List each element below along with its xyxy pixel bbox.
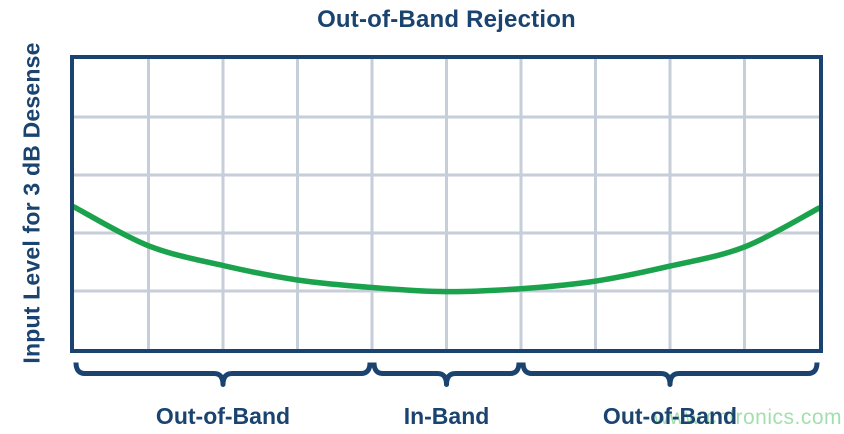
y-axis-label: Input Level for 3 dB Desense — [18, 42, 45, 364]
region-braces — [73, 362, 820, 387]
watermark: www.cntronics.com — [653, 406, 842, 429]
chart-title: Out-of-Band Rejection — [317, 6, 576, 33]
plot-grid-and-curve — [74, 59, 819, 349]
region-brace — [371, 362, 522, 387]
band-region-label-1: In-Band — [403, 403, 490, 429]
band-region-label-0: Out-of-Band — [155, 403, 291, 429]
rejection-curve — [74, 204, 819, 295]
region-brace — [73, 362, 373, 387]
region-brace — [520, 362, 820, 387]
plot-area — [70, 55, 823, 353]
band-region-label-2: Out-of-Band — [602, 403, 738, 429]
